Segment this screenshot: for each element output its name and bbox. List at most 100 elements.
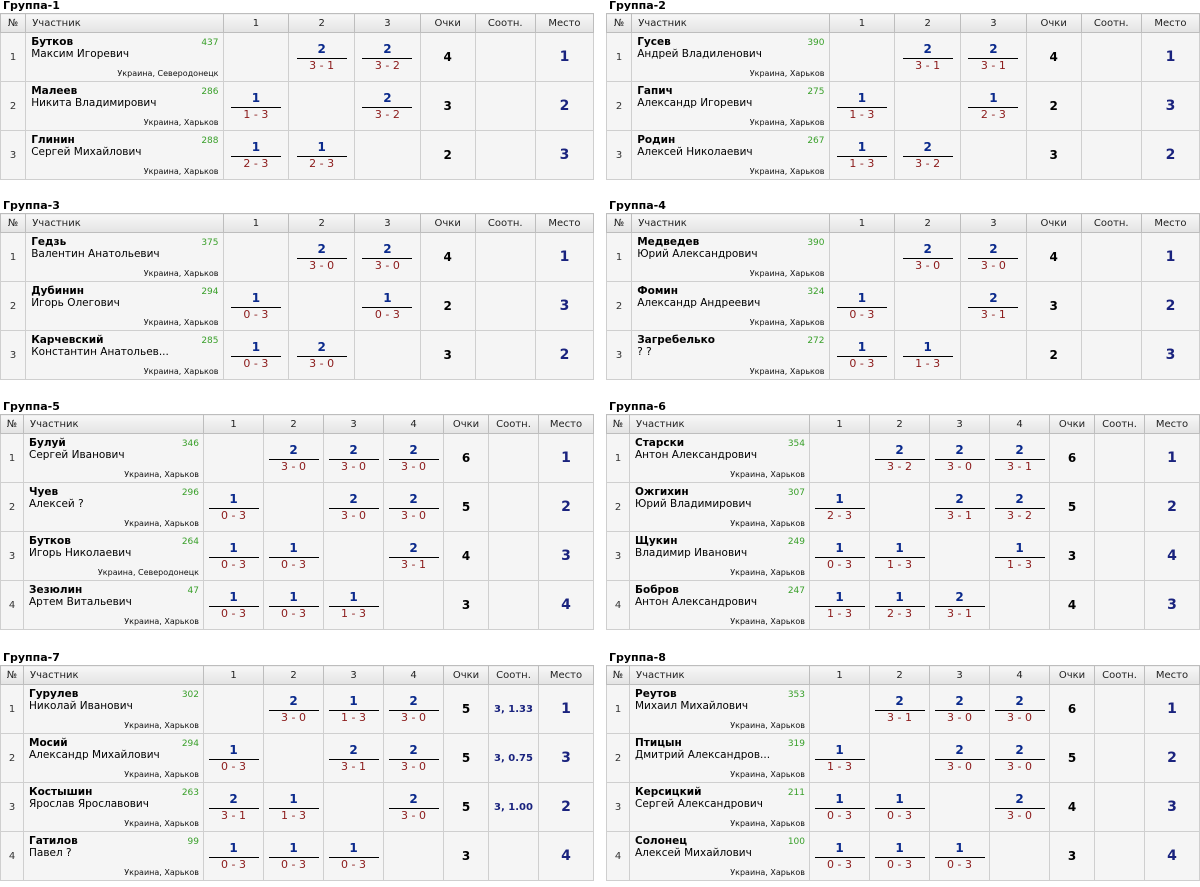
match-result[interactable]: 1 0 - 3 — [203, 733, 264, 783]
player-cell[interactable]: Птицын Дмитрий Александров... 319 Украина, … — [629, 733, 810, 783]
match-result[interactable]: 2 3 - 1 — [203, 782, 264, 832]
match-result[interactable]: 2 3 - 0 — [894, 232, 962, 282]
player-cell[interactable]: Мосий Александр Михайлович 294 Украина, Хар… — [23, 733, 204, 783]
player-cell[interactable]: Глинин Сергей Михайлович 288 Украина, Харьк… — [25, 130, 224, 180]
match-result[interactable]: 2 3 - 0 — [354, 232, 421, 282]
match-result[interactable]: 1 0 - 3 — [263, 831, 324, 881]
player-surname[interactable]: Бутков — [29, 535, 71, 547]
player-cell[interactable]: Бутков Максим Игоревич 437 Украина, Северод… — [25, 32, 224, 82]
player-surname[interactable]: Старски — [635, 437, 685, 449]
match-result[interactable]: 1 1 - 3 — [869, 531, 930, 581]
match-result[interactable]: 1 0 - 3 — [354, 281, 421, 331]
match-result[interactable]: 1 1 - 3 — [809, 580, 870, 630]
match-result[interactable]: 2 3 - 0 — [383, 733, 444, 783]
match-result[interactable]: 1 0 - 3 — [828, 330, 896, 380]
player-cell[interactable]: Щукин Владимир Иванович 249 Украина, Харько… — [629, 531, 810, 581]
match-result[interactable]: 1 0 - 3 — [323, 831, 384, 881]
player-cell[interactable]: Ожгихин Юрий Владимирович 307 Украина, Харь… — [629, 482, 810, 532]
player-surname[interactable]: Булуй — [29, 437, 66, 449]
player-surname[interactable]: Бобров — [635, 584, 679, 596]
player-surname[interactable]: Реутов — [635, 688, 677, 700]
player-cell[interactable]: Костышин Ярослав Ярославович 263 Украина, Х… — [23, 782, 204, 832]
match-result[interactable]: 1 1 - 3 — [323, 580, 384, 630]
player-surname[interactable]: Щукин — [635, 535, 678, 547]
match-result[interactable]: 1 2 - 3 — [809, 482, 870, 532]
match-result[interactable]: 2 3 - 0 — [383, 684, 444, 734]
player-cell[interactable]: Гедзь Валентин Анатольевич 375 Украина, Хар… — [25, 232, 224, 282]
match-result[interactable]: 1 1 - 3 — [222, 81, 290, 131]
match-result[interactable]: 2 3 - 1 — [869, 684, 930, 734]
match-result[interactable]: 1 1 - 3 — [809, 733, 870, 783]
match-result[interactable]: 2 3 - 0 — [288, 330, 356, 380]
player-cell[interactable]: Зезюлин Артем Витальевич 47 Украина, Харько… — [23, 580, 204, 630]
match-result[interactable]: 1 2 - 3 — [960, 81, 1027, 131]
player-cell[interactable]: Бобров Антон Александрович 247 Украина, Хар… — [629, 580, 810, 630]
player-cell[interactable]: Булуй Сергей Иванович 346 Украина, Харьков — [23, 433, 204, 483]
match-result[interactable]: 2 3 - 0 — [960, 232, 1027, 282]
match-result[interactable]: 1 0 - 3 — [869, 831, 930, 881]
player-surname[interactable]: Зезюлин — [29, 584, 83, 596]
player-cell[interactable]: Гатилов Павел ? 99 Украина, Харьков — [23, 831, 204, 881]
player-cell[interactable]: Гусев Андрей Владиленович 390 Украина, Харь… — [631, 32, 830, 82]
match-result[interactable]: 2 3 - 1 — [383, 531, 444, 581]
match-result[interactable]: 1 0 - 3 — [203, 531, 264, 581]
match-result[interactable]: 2 3 - 0 — [989, 782, 1050, 832]
match-result[interactable]: 2 3 - 1 — [960, 281, 1027, 331]
match-result[interactable]: 2 3 - 0 — [383, 782, 444, 832]
player-surname[interactable]: Гедзь — [31, 236, 67, 248]
match-result[interactable]: 1 0 - 3 — [263, 580, 324, 630]
match-result[interactable]: 1 0 - 3 — [203, 482, 264, 532]
match-result[interactable]: 2 3 - 2 — [869, 433, 930, 483]
match-result[interactable]: 2 3 - 0 — [989, 684, 1050, 734]
player-surname[interactable]: Гапич — [637, 85, 673, 97]
player-cell[interactable]: Гапич Александр Игоревич 275 Украина, Харьк… — [631, 81, 830, 131]
match-result[interactable]: 2 3 - 1 — [894, 32, 962, 82]
match-result[interactable]: 1 1 - 3 — [989, 531, 1050, 581]
match-result[interactable]: 2 3 - 0 — [288, 232, 356, 282]
match-result[interactable]: 2 3 - 1 — [960, 32, 1027, 82]
player-surname[interactable]: Малеев — [31, 85, 78, 97]
match-result[interactable]: 1 0 - 3 — [203, 580, 264, 630]
player-surname[interactable]: Гурулев — [29, 688, 79, 700]
player-surname[interactable]: Карчевский — [31, 334, 104, 346]
match-result[interactable]: 1 0 - 3 — [222, 281, 290, 331]
match-result[interactable]: 2 3 - 0 — [383, 433, 444, 483]
match-result[interactable]: 1 0 - 3 — [809, 782, 870, 832]
player-surname[interactable]: Загребелько — [637, 334, 715, 346]
match-result[interactable]: 1 2 - 3 — [869, 580, 930, 630]
player-cell[interactable]: Карчевский Константин Анатольев... 285 Укра… — [25, 330, 224, 380]
player-surname[interactable]: Мосий — [29, 737, 68, 749]
player-cell[interactable]: Медведев Юрий Александрович 390 Украина, Ха… — [631, 232, 830, 282]
match-result[interactable]: 2 3 - 2 — [894, 130, 962, 180]
match-result[interactable]: 1 0 - 3 — [222, 330, 290, 380]
match-result[interactable]: 1 0 - 3 — [929, 831, 990, 881]
player-surname[interactable]: Дубинин — [31, 285, 84, 297]
player-surname[interactable]: Ожгихин — [635, 486, 689, 498]
match-result[interactable]: 1 1 - 3 — [828, 81, 896, 131]
match-result[interactable]: 2 3 - 1 — [929, 580, 990, 630]
match-result[interactable]: 2 3 - 0 — [323, 433, 384, 483]
match-result[interactable]: 1 2 - 3 — [288, 130, 356, 180]
player-cell[interactable]: Реутов Михаил Михайлович 353 Украина, Харьк… — [629, 684, 810, 734]
player-surname[interactable]: Родин — [637, 134, 676, 146]
match-result[interactable]: 1 1 - 3 — [894, 330, 962, 380]
match-result[interactable]: 2 3 - 0 — [323, 482, 384, 532]
player-surname[interactable]: Солонец — [635, 835, 687, 847]
player-cell[interactable]: Фомин Александр Андреевич 324 Украина, Харь… — [631, 281, 830, 331]
match-result[interactable]: 2 3 - 0 — [929, 433, 990, 483]
match-result[interactable]: 2 3 - 1 — [323, 733, 384, 783]
match-result[interactable]: 2 3 - 0 — [929, 733, 990, 783]
player-cell[interactable]: Солонец Алексей Михайлович 100 Украина, Хар… — [629, 831, 810, 881]
match-result[interactable]: 1 1 - 3 — [263, 782, 324, 832]
match-result[interactable]: 1 2 - 3 — [222, 130, 290, 180]
match-result[interactable]: 2 3 - 0 — [263, 433, 324, 483]
player-surname[interactable]: Костышин — [29, 786, 93, 798]
player-surname[interactable]: Чуев — [29, 486, 59, 498]
match-result[interactable]: 1 0 - 3 — [203, 831, 264, 881]
match-result[interactable]: 2 3 - 1 — [288, 32, 356, 82]
match-result[interactable]: 1 1 - 3 — [323, 684, 384, 734]
match-result[interactable]: 2 3 - 2 — [354, 32, 421, 82]
player-surname[interactable]: Птицын — [635, 737, 682, 749]
player-cell[interactable]: Бутков Игорь Николаевич 264 Украина, Северо… — [23, 531, 204, 581]
player-surname[interactable]: Бутков — [31, 36, 74, 48]
